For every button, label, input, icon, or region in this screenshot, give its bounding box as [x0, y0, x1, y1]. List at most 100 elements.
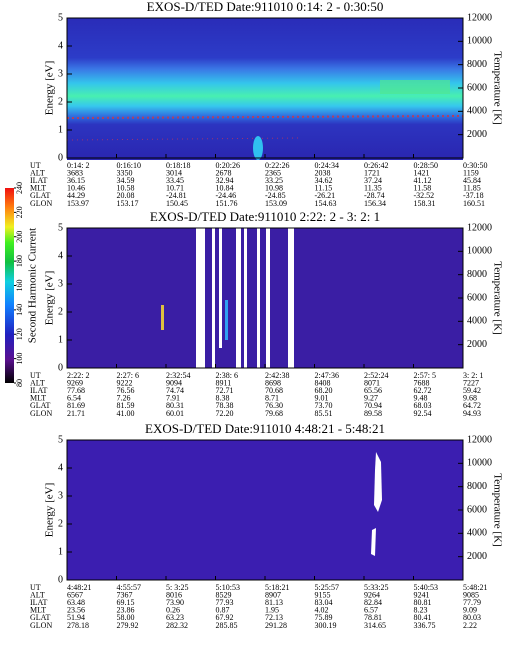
table-cell: 69.15 [117, 598, 135, 607]
table-row-label: UT [30, 161, 41, 170]
table-cell: 0:24:34 [315, 161, 339, 170]
table-cell: 58.00 [117, 613, 135, 622]
y2-tick-label: 8000 [467, 59, 487, 70]
table-row-label: ILAT [30, 598, 47, 607]
table-cell: 8907 [265, 590, 281, 599]
table-cell: 8.23 [414, 606, 428, 615]
y-tick-label: 5 [58, 434, 63, 445]
y2-axis-label: Temperature [K] [491, 473, 503, 546]
table-cell: 11.35 [364, 184, 382, 193]
table-cell: 0:20:26 [216, 161, 240, 170]
y2-tick-label: 10000 [467, 246, 492, 257]
table-cell: 2:57: 5 [414, 371, 436, 380]
table-cell: 8911 [216, 378, 232, 387]
table-cell: 81.69 [67, 401, 85, 410]
table-cell: 3: 2: 1 [463, 371, 483, 380]
y2-axis-label: Temperature [K] [491, 261, 503, 334]
table-cell: 151.76 [216, 199, 238, 208]
table-cell: 2:27: 6 [117, 371, 139, 380]
table-row-label: UT [30, 583, 41, 592]
y-axis-label: Energy [eV] [44, 61, 56, 115]
y2-tick-label: 2000 [467, 129, 487, 140]
table-cell: 0.87 [216, 606, 230, 615]
table-cell: 0:14: 2 [67, 161, 89, 170]
table-cell: 2:22: 2 [67, 371, 89, 380]
table-cell: 285.85 [216, 621, 238, 630]
y-tick-label: 0 [58, 574, 63, 585]
y2-tick-label: 2000 [467, 551, 487, 562]
table-cell: 6567 [67, 590, 83, 599]
table-cell: 80.81 [414, 598, 432, 607]
table-cell: 92.54 [414, 409, 432, 418]
table-cell: 5:40:53 [414, 583, 438, 592]
table-cell: 80.03 [463, 613, 481, 622]
table-cell: 68.03 [414, 401, 432, 410]
colorbar-tick-label: 120 [15, 328, 24, 340]
table-cell: 79.68 [265, 409, 283, 418]
table-cell: 0:30:50 [463, 161, 487, 170]
y-tick-label: 5 [58, 222, 63, 233]
y2-tick-label: 12000 [467, 12, 492, 23]
y-tick-label: 4 [58, 462, 63, 473]
colorbar-tick-label: 180 [15, 255, 24, 267]
table-cell: 7.91 [166, 394, 180, 403]
y2-tick-label: 2000 [467, 339, 487, 350]
table-cell: 2:47:36 [315, 371, 339, 380]
table-cell: 7.26 [117, 394, 131, 403]
table-cell: 5:48:21 [463, 583, 487, 592]
table-cell: 8529 [216, 590, 232, 599]
y-tick-label: 4 [58, 250, 63, 261]
table-cell: 10.98 [265, 184, 283, 193]
table-cell: 45.84 [463, 176, 481, 185]
colorbar-tick-label: 80 [15, 379, 24, 387]
table-cell: 1721 [364, 168, 380, 177]
table-cell: 72.13 [265, 613, 283, 622]
table-cell: -37.18 [463, 191, 484, 200]
colorbar-tick-label: 220 [15, 206, 24, 218]
table-row-label: GLAT [30, 191, 51, 200]
y2-tick-label: 4000 [467, 528, 487, 539]
table-cell: 291.28 [265, 621, 287, 630]
colorbar-label: Second Harmonic Current [27, 228, 39, 343]
table-cell: 5:25:57 [315, 583, 339, 592]
spectrogram-image [67, 440, 463, 580]
table-cell: 70.94 [364, 401, 382, 410]
table-cell: 3014 [166, 168, 182, 177]
y-tick-label: 1 [58, 334, 63, 345]
table-cell: 156.34 [364, 199, 386, 208]
table-cell: 5:18:21 [265, 583, 289, 592]
table-cell: 9094 [166, 378, 182, 387]
colorbar-tick-label: 160 [15, 280, 24, 292]
table-cell: 80.41 [414, 613, 432, 622]
table-cell: 9.09 [463, 606, 477, 615]
table-cell: 10.84 [216, 184, 234, 193]
table-cell: 278.18 [67, 621, 89, 630]
table-cell: 0:28:50 [414, 161, 438, 170]
chart-title: EXOS-D/TED Date:911010 2:22: 2 - 3: 2: 1 [150, 209, 380, 224]
table-cell: 5: 3:25 [166, 583, 188, 592]
table-cell: 41.00 [117, 409, 135, 418]
table-cell: 7688 [414, 378, 430, 387]
y2-tick-label: 10000 [467, 36, 492, 47]
table-cell: 5:10:53 [216, 583, 240, 592]
y-tick-label: 3 [58, 68, 63, 79]
table-cell: 37.24 [364, 176, 382, 185]
y2-tick-label: 12000 [467, 434, 492, 445]
table-cell: 1.95 [265, 606, 279, 615]
table-cell: 74.74 [166, 386, 184, 395]
table-cell: 33.25 [265, 176, 283, 185]
table-cell: 7227 [463, 378, 479, 387]
table-cell: 34.59 [117, 176, 135, 185]
colorbar-tick-label: 240 [15, 182, 24, 194]
table-cell: 34.62 [315, 176, 333, 185]
table-cell: 51.94 [67, 613, 85, 622]
table-cell: 6.57 [364, 606, 378, 615]
y2-tick-label: 4000 [467, 316, 487, 327]
table-row-label: MLT [30, 606, 46, 615]
y2-tick-label: 12000 [467, 222, 492, 233]
table-cell: 8016 [166, 590, 182, 599]
chart-title: EXOS-D/TED Date:911010 4:48:21 - 5:48:21 [145, 421, 385, 436]
table-cell: 36.15 [67, 176, 85, 185]
table-cell: 8.38 [216, 394, 230, 403]
table-row-label: ALT [30, 590, 45, 599]
